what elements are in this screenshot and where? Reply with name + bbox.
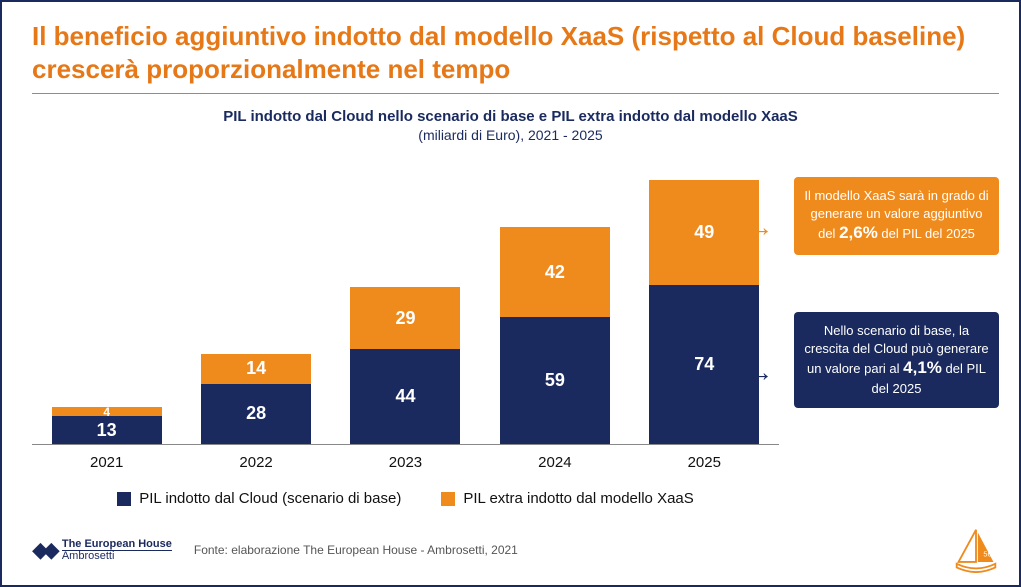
legend-item: PIL indotto dal Cloud (scenario di base) (117, 490, 401, 507)
bar-segment-base: 74 (649, 285, 759, 444)
callout-box: Nello scenario di base, la crescita del … (794, 312, 999, 408)
bar-segment-extra: 14 (201, 354, 311, 384)
brand-bottom: Ambrosetti (62, 550, 172, 562)
callout-text-post: del PIL del 2025 (878, 226, 975, 241)
callouts: Il modello XaaS sarà in grado di generar… (779, 162, 999, 515)
legend: PIL indotto dal Cloud (scenario di base)… (32, 490, 779, 507)
brand-top: The European House (62, 539, 172, 550)
x-label: 2021 (52, 454, 162, 471)
bar-col: 5942 (500, 227, 610, 444)
bar-col: 2814 (201, 354, 311, 444)
bar-col: 4429 (350, 287, 460, 444)
x-label: 2024 (500, 454, 610, 471)
bar-segment-base: 28 (201, 384, 311, 444)
brand-icon: ◆◆ (32, 537, 54, 563)
subtitle-bold: PIL indotto dal Cloud nello scenario di … (2, 108, 1019, 125)
bar-segment-extra: 49 (649, 180, 759, 285)
x-label: 2025 (649, 454, 759, 471)
subtitle-small: (miliardi di Euro), 2021 - 2025 (2, 127, 1019, 143)
chart-subtitle: PIL indotto dal Cloud nello scenario di … (2, 108, 1019, 143)
bar-segment-base: 59 (500, 317, 610, 444)
bar-segment-extra: 29 (350, 287, 460, 349)
callout-arrow-icon: → (747, 357, 773, 388)
page-title: Il beneficio aggiuntivo indotto dal mode… (2, 2, 1019, 93)
bar-segment-extra: 4 (52, 407, 162, 416)
page-number: 56 (983, 549, 991, 558)
footer: ◆◆ The European House Ambrosetti Fonte: … (32, 527, 999, 573)
source-text: Fonte: elaborazione The European House -… (194, 543, 518, 557)
legend-swatch (117, 492, 131, 506)
brand: ◆◆ The European House Ambrosetti Fonte: … (32, 537, 518, 563)
legend-swatch (441, 492, 455, 506)
x-label: 2022 (201, 454, 311, 471)
callout-arrow-icon: → (747, 212, 773, 243)
bar-col: 134 (52, 407, 162, 444)
legend-label: PIL extra indotto dal modello XaaS (463, 490, 693, 507)
callout-box: Il modello XaaS sarà in grado di generar… (794, 177, 999, 255)
main-area: 134 2814 4429 5942 7449 2021 2022 2023 2024 2025… (32, 162, 999, 515)
chart: 134 2814 4429 5942 7449 2021 2022 2023 2024 2025… (32, 162, 779, 515)
legend-label: PIL indotto dal Cloud (scenario di base) (139, 490, 401, 507)
bars-row: 134 2814 4429 5942 7449 (32, 162, 779, 445)
bar-segment-base: 44 (350, 349, 460, 444)
x-axis-labels: 2021 2022 2023 2024 2025 (32, 454, 779, 471)
bar-segment-base: 13 (52, 416, 162, 444)
bar-col: 7449 (649, 180, 759, 444)
legend-item: PIL extra indotto dal modello XaaS (441, 490, 693, 507)
callout-percent: 2,6% (839, 223, 878, 242)
sail-icon: 56 (953, 527, 999, 573)
x-label: 2023 (350, 454, 460, 471)
bar-segment-extra: 42 (500, 227, 610, 317)
title-underline (32, 93, 999, 94)
callout-percent: 4,1% (903, 358, 942, 377)
